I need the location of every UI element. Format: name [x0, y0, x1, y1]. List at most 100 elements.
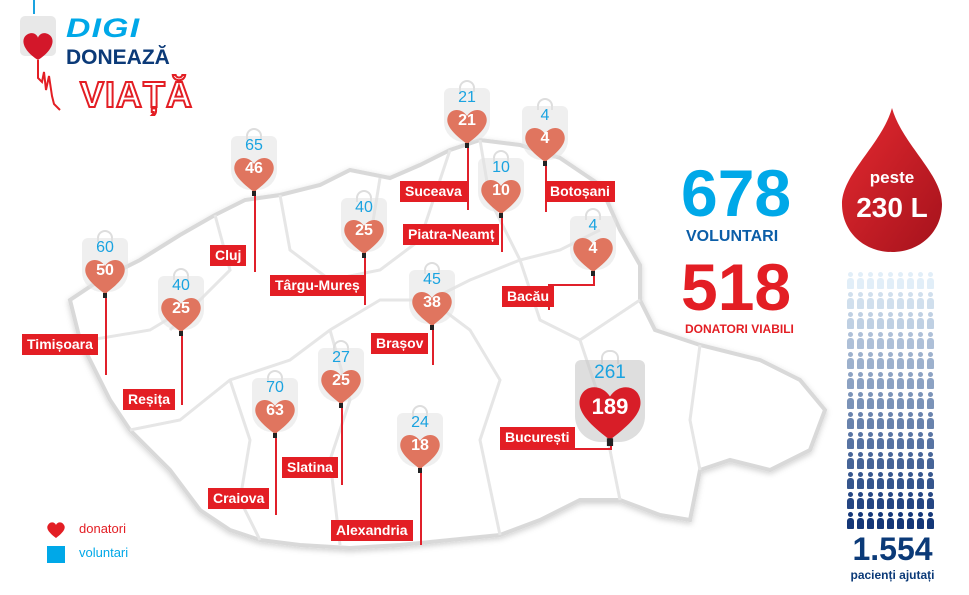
person-icon [845, 312, 855, 330]
connector-line [254, 190, 256, 272]
city-label: Cluj [210, 245, 247, 266]
blood-bag-marker: 27 25 [318, 340, 364, 408]
blood-drop-icon [842, 108, 942, 252]
connector-line [105, 290, 107, 375]
person-icon [845, 472, 855, 490]
heart-icon [400, 435, 440, 473]
person-icon [905, 272, 915, 290]
connector-line [501, 212, 503, 252]
person-icon [885, 372, 895, 390]
heart-icon [412, 292, 452, 330]
person-icon [855, 472, 865, 490]
heart-icon [344, 220, 384, 258]
person-icon [865, 472, 875, 490]
person-icon [865, 352, 875, 370]
person-icon [845, 412, 855, 430]
city-label: Timișoara [22, 334, 98, 355]
donatori-count: 63 [266, 402, 284, 419]
voluntari-count: 261 [594, 362, 626, 383]
person-icon [905, 452, 915, 470]
person-icon [885, 492, 895, 510]
blood-bag-marker: 261 189 [575, 350, 645, 446]
person-icon [905, 412, 915, 430]
city-label: București [500, 427, 575, 448]
bag-hook-icon [601, 350, 619, 364]
voluntari-count: 10 [492, 159, 510, 176]
person-icon [905, 332, 915, 350]
person-icon [875, 272, 885, 290]
donatori-count: 46 [245, 160, 263, 177]
person-icon [845, 292, 855, 310]
person-icon [925, 452, 935, 470]
voluntari-count: 40 [172, 277, 190, 294]
person-icon [865, 292, 875, 310]
donatori-count: 18 [411, 437, 429, 454]
person-icon [855, 272, 865, 290]
person-icon [925, 492, 935, 510]
heart-icon [234, 158, 274, 196]
donatori-count: 25 [355, 222, 373, 239]
heart-icon [525, 128, 565, 166]
person-icon [905, 472, 915, 490]
donatori-count: 4 [588, 240, 598, 257]
drop-value: 230 L [856, 192, 928, 223]
person-icon [875, 292, 885, 310]
donatori-count: 50 [96, 262, 114, 279]
donatori-total: 518 [681, 250, 792, 324]
person-icon [925, 272, 935, 290]
legend-square-icon [47, 546, 65, 563]
person-icon [885, 292, 895, 310]
city-label: Botoșani [545, 181, 615, 202]
voluntari-label: VOLUNTARI [686, 228, 779, 245]
person-icon [855, 492, 865, 510]
heart-icon [481, 180, 521, 218]
connector-line [181, 330, 183, 405]
person-icon [895, 492, 905, 510]
person-icon [885, 312, 895, 330]
person-icon [905, 512, 915, 530]
person-icon [875, 332, 885, 350]
person-icon [875, 372, 885, 390]
connector-line [467, 142, 469, 210]
person-icon [905, 292, 915, 310]
bag-hook-icon [585, 208, 601, 220]
bag-hook-icon [246, 128, 262, 140]
person-icon [845, 352, 855, 370]
heart-icon [255, 400, 295, 438]
person-icon [855, 312, 865, 330]
donatori-count: 25 [172, 300, 190, 317]
legend-donatori: donatori [79, 521, 126, 536]
person-icon [875, 452, 885, 470]
logo-line1: DONEAZĂ [66, 46, 170, 69]
person-icon [905, 352, 915, 370]
person-icon [915, 312, 925, 330]
person-icon [915, 332, 925, 350]
person-icon [915, 272, 925, 290]
heart-icon [447, 110, 487, 148]
person-icon [865, 492, 875, 510]
person-icon [855, 412, 865, 430]
heart-icon [161, 298, 201, 336]
bag-hook-icon [459, 80, 475, 92]
person-icon [895, 412, 905, 430]
person-icon [845, 272, 855, 290]
person-icon [885, 412, 895, 430]
person-icon [925, 472, 935, 490]
person-icon [855, 392, 865, 410]
city-label: Piatra-Neamț [403, 224, 500, 245]
person-icon [895, 352, 905, 370]
person-icon [865, 452, 875, 470]
voluntari-count: 45 [423, 271, 441, 288]
person-icon [895, 472, 905, 490]
connector-line [364, 252, 366, 305]
person-icon [925, 372, 935, 390]
person-icon [925, 432, 935, 450]
legend-voluntari: voluntari [79, 545, 129, 560]
person-icon [895, 372, 905, 390]
person-icon [895, 452, 905, 470]
person-icon [885, 352, 895, 370]
patients-total: 1.554 [852, 531, 933, 567]
patients-pictogram [845, 272, 935, 530]
bag-hook-icon [412, 405, 428, 417]
